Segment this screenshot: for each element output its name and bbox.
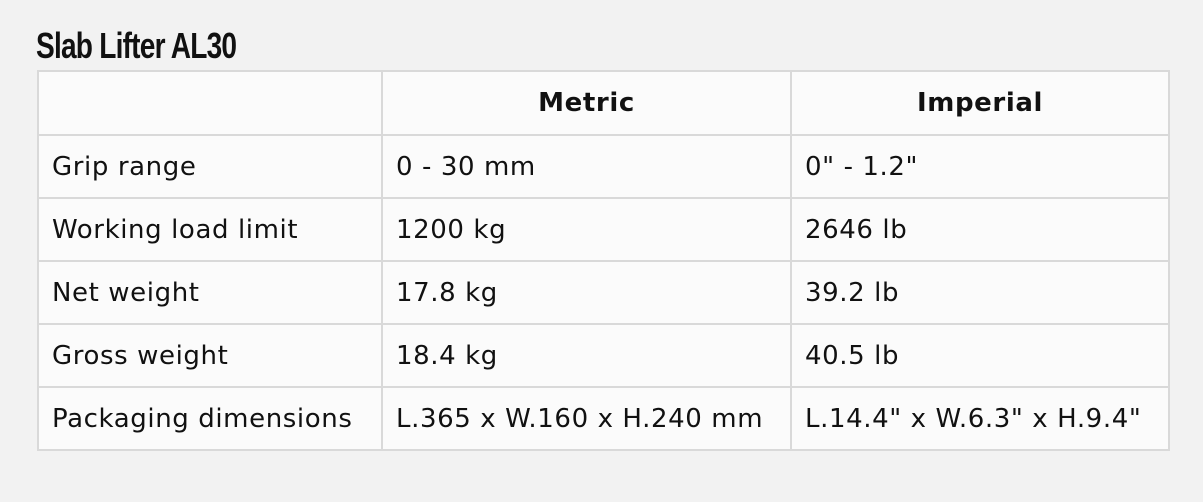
- table-row: Grip range 0 - 30 mm 0" - 1.2": [37, 134, 1170, 199]
- column-header-imperial: Imperial: [790, 70, 1170, 136]
- metric-value: L.365 x W.160 x H.240 mm: [381, 386, 792, 451]
- row-label: Packaging dimensions: [37, 386, 383, 451]
- imperial-value: 0" - 1.2": [790, 134, 1170, 199]
- imperial-value: 2646 lb: [790, 197, 1170, 262]
- imperial-value: 39.2 lb: [790, 260, 1170, 325]
- column-header-metric: Metric: [381, 70, 792, 136]
- row-label: Gross weight: [37, 323, 383, 388]
- imperial-value: 40.5 lb: [790, 323, 1170, 388]
- metric-value: 18.4 kg: [381, 323, 792, 388]
- metric-value: 1200 kg: [381, 197, 792, 262]
- table-row: Working load limit 1200 kg 2646 lb: [37, 197, 1170, 262]
- table-row: Net weight 17.8 kg 39.2 lb: [37, 260, 1170, 325]
- metric-value: 0 - 30 mm: [381, 134, 792, 199]
- row-label: Working load limit: [37, 197, 383, 262]
- table-row: Gross weight 18.4 kg 40.5 lb: [37, 323, 1170, 388]
- row-label: Grip range: [37, 134, 383, 199]
- imperial-value: L.14.4" x W.6.3" x H.9.4": [790, 386, 1170, 451]
- table-row: Packaging dimensions L.365 x W.160 x H.2…: [37, 386, 1170, 451]
- page-title: Slab Lifter AL30: [36, 25, 237, 66]
- row-label: Net weight: [37, 260, 383, 325]
- spec-table: Metric Imperial Grip range 0 - 30 mm 0" …: [37, 70, 1170, 451]
- table-header-row: Metric Imperial: [37, 70, 1170, 136]
- column-header-empty: [37, 70, 383, 136]
- metric-value: 17.8 kg: [381, 260, 792, 325]
